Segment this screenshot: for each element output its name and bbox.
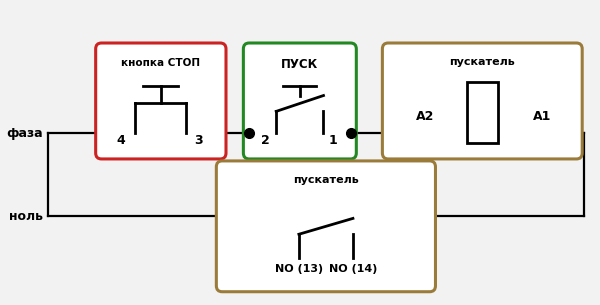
FancyBboxPatch shape: [217, 161, 436, 292]
Text: 3: 3: [194, 134, 203, 147]
Text: NO (13): NO (13): [275, 264, 323, 274]
Text: пускатель: пускатель: [293, 175, 359, 185]
Text: A2: A2: [416, 110, 434, 123]
Text: ноль: ноль: [8, 210, 43, 223]
Text: NO (14): NO (14): [329, 264, 377, 274]
Bar: [467, 82, 498, 143]
Text: ПУСК: ПУСК: [281, 58, 319, 71]
FancyBboxPatch shape: [382, 43, 582, 159]
Text: 4: 4: [116, 134, 125, 147]
Text: пускатель: пускатель: [449, 57, 515, 67]
Text: кнопка СТОП: кнопка СТОП: [121, 58, 200, 68]
Text: фаза: фаза: [6, 127, 43, 140]
Text: A1: A1: [533, 110, 552, 123]
Text: 1: 1: [329, 134, 338, 147]
FancyBboxPatch shape: [95, 43, 226, 159]
Text: 2: 2: [261, 134, 270, 147]
FancyBboxPatch shape: [244, 43, 356, 159]
